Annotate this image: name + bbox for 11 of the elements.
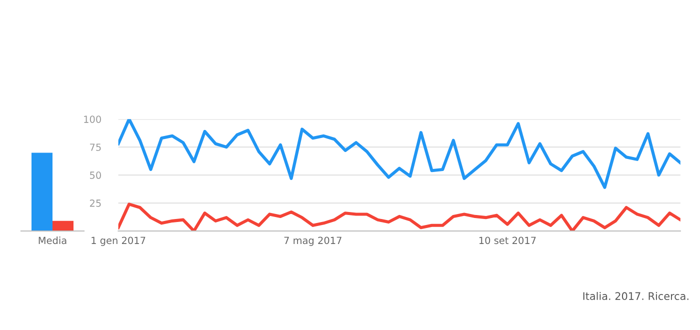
line-series: [118, 202, 680, 231]
x-tick-label: Media: [38, 236, 66, 244]
y-tick-label: 50: [90, 172, 101, 179]
x-tick-label: 10 set 2017: [479, 236, 536, 244]
y-tick-label: 25: [90, 200, 101, 207]
x-tick-label: 7 mag 2017: [284, 236, 342, 246]
text: Italia. 2017. Ricerca.: [583, 292, 688, 300]
y-tick-label: 100: [84, 116, 101, 123]
y-tick-label: 75: [90, 144, 101, 151]
line-series: [118, 119, 680, 189]
x-tick-label: 1 gen 2017: [92, 236, 146, 246]
